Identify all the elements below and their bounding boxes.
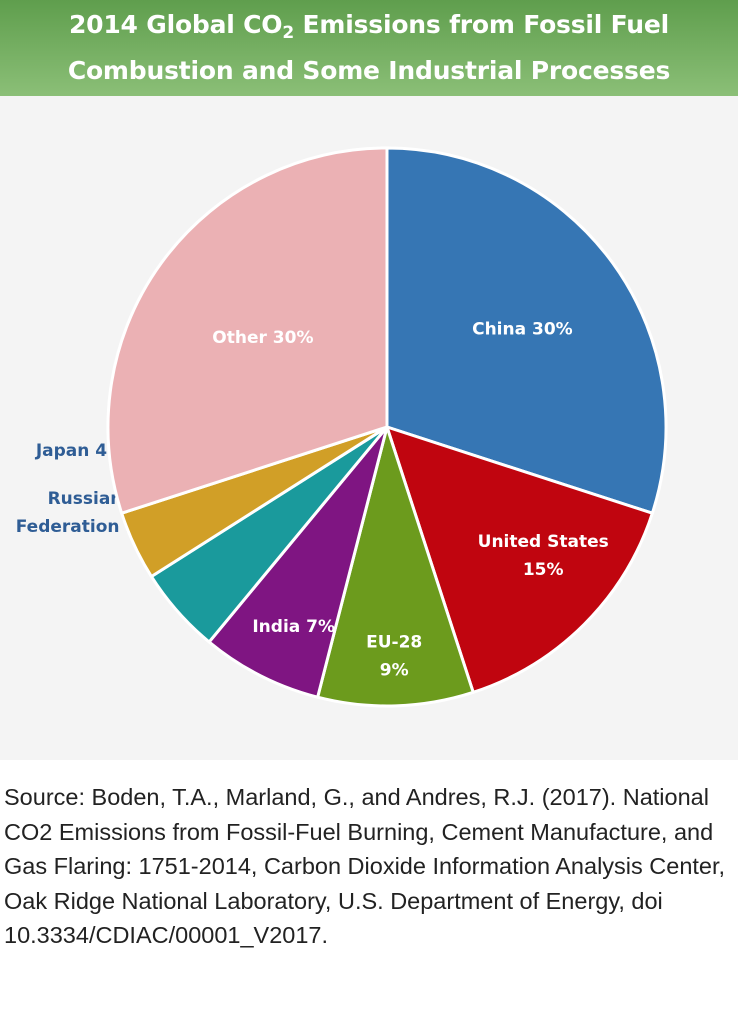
slice-label-line: 9% <box>380 661 409 681</box>
slice-label-line: India 7% <box>252 617 335 637</box>
slice-label-line: EU-28 <box>366 633 422 653</box>
slice-label-line: 15% <box>523 560 564 580</box>
pie-chart: China 30% United States 15% EU-28 9% India 7%… <box>16 146 668 708</box>
source-citation: Source: Boden, T.A., Marland, G., and An… <box>4 784 726 948</box>
slice-label-line: China 30% <box>472 320 573 340</box>
chart-title: 2014 Global CO2 Emissions from Fossil Fu… <box>0 0 738 96</box>
pie-slice-china <box>385 146 668 515</box>
slice-label-line: Japan 4% <box>35 441 124 461</box>
chart-title-line-1: 2014 Global CO2 Emissions from Fossil Fu… <box>68 10 670 43</box>
pie-slice-united-states <box>385 425 654 694</box>
slice-label-russian-federation: Russian Federation 5% <box>16 489 155 537</box>
slice-label-united-states: United States 15% <box>478 532 609 580</box>
slice-label-line: Federation 5% <box>16 517 155 537</box>
chart-title-line-2: Combustion and Some Industrial Processes <box>67 56 671 85</box>
pie-slice-india <box>207 425 389 699</box>
slice-label-japan: Japan 4% <box>35 441 124 461</box>
slice-label-other: Other 30% <box>212 328 313 348</box>
slice-label-line: United States <box>478 532 609 552</box>
slice-label-china: China 30% <box>472 320 573 340</box>
slice-label-eu-28: EU-28 9% <box>366 633 422 681</box>
slice-label-line: Russian <box>48 489 123 509</box>
slice-label-line: Other 30% <box>212 328 313 348</box>
chart-figure: 2014 Global CO2 Emissions from Fossil Fu… <box>0 0 738 760</box>
slice-label-india: India 7% <box>252 617 335 637</box>
pie-slice-eu-28 <box>316 425 475 708</box>
pie-slice-other <box>106 146 389 515</box>
